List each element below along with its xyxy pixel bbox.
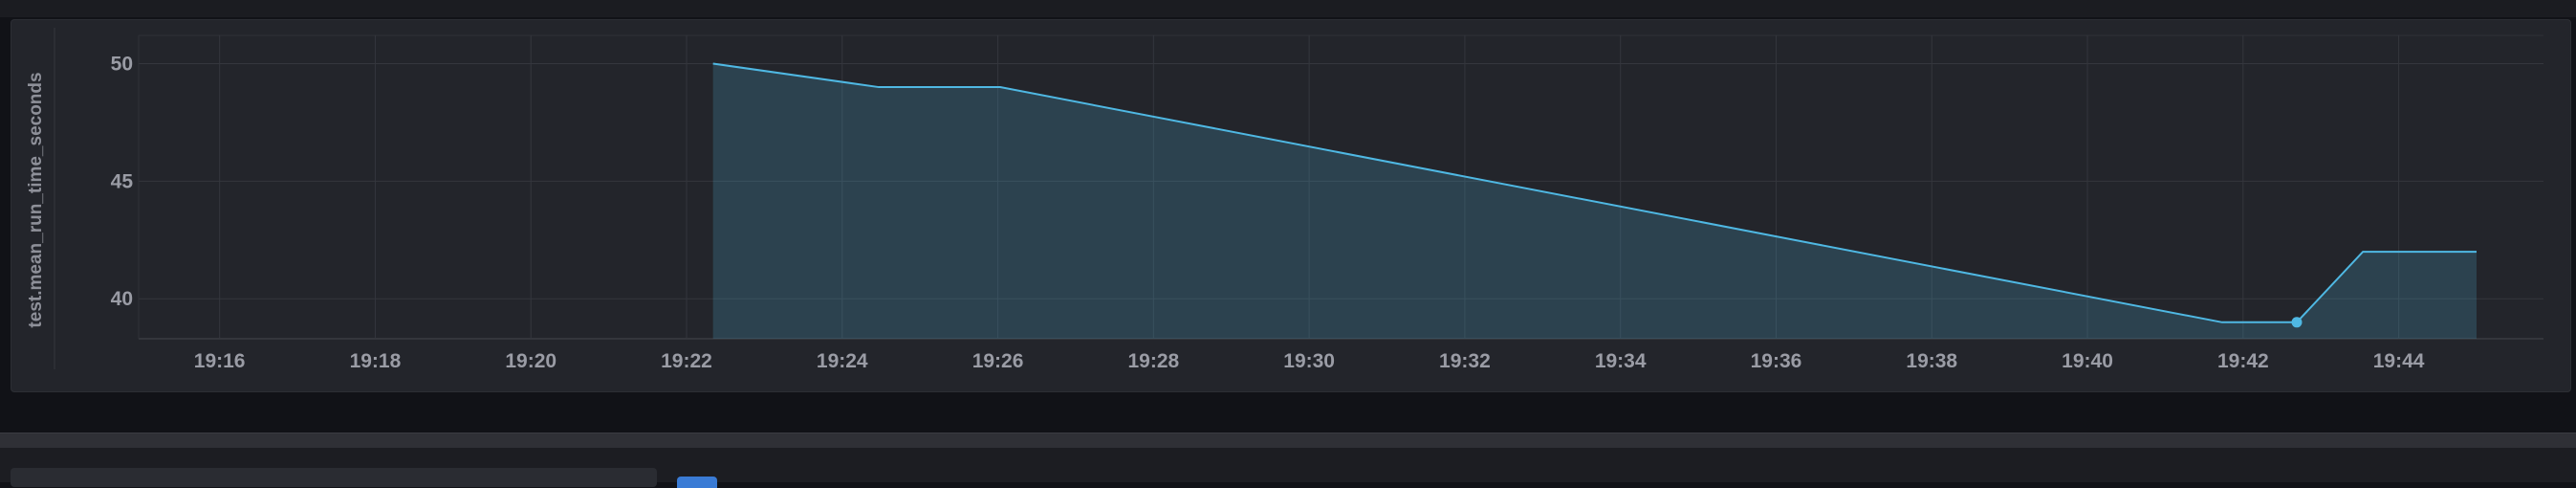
area-layer bbox=[712, 62, 2478, 339]
series-area-fill bbox=[712, 63, 2478, 339]
y-tick-label: 40 bbox=[111, 288, 133, 310]
x-tick-label: 19:40 bbox=[2062, 350, 2113, 372]
toggle-button[interactable] bbox=[677, 477, 717, 488]
x-tick-label: 19:18 bbox=[350, 350, 402, 372]
graph-panel: 40 45 50 19:16 19:18 19:20 19:22 19:24 19:26 19:… bbox=[11, 19, 2571, 392]
panel-divider[interactable] bbox=[0, 433, 2576, 449]
y-tick-label: 50 bbox=[111, 53, 133, 75]
hover-point bbox=[2291, 317, 2303, 328]
x-tick-label: 19:42 bbox=[2217, 350, 2269, 372]
x-tick-label: 19:22 bbox=[661, 350, 712, 372]
x-tick-label: 19:30 bbox=[1283, 350, 1335, 372]
grid-lines bbox=[138, 34, 2543, 340]
x-tick-label: 19:16 bbox=[194, 350, 246, 372]
x-tick-label: 19:20 bbox=[505, 350, 557, 372]
query-input[interactable] bbox=[11, 468, 657, 487]
series-line bbox=[712, 62, 2477, 323]
x-tick-label: 19:36 bbox=[1751, 350, 1802, 372]
y-axis-label: test.mean_run_time_seconds bbox=[26, 72, 46, 327]
y-tick-label: 45 bbox=[111, 170, 134, 192]
x-tick-label: 19:38 bbox=[1906, 350, 1957, 372]
x-tick-label: 19:44 bbox=[2373, 350, 2425, 372]
x-tick-label: 19:28 bbox=[1127, 350, 1179, 372]
x-tick-label: 19:26 bbox=[972, 350, 1024, 372]
x-tick-label: 19:24 bbox=[817, 350, 868, 372]
x-tick-label: 19:32 bbox=[1439, 350, 1491, 372]
x-tick-labels: 19:16 19:18 19:20 19:22 19:24 19:26 19:28 19:30… bbox=[194, 350, 2425, 372]
x-tick-label: 19:34 bbox=[1595, 350, 1647, 372]
top-strip bbox=[0, 0, 2576, 17]
y-tick-labels: 40 45 50 bbox=[111, 53, 134, 310]
